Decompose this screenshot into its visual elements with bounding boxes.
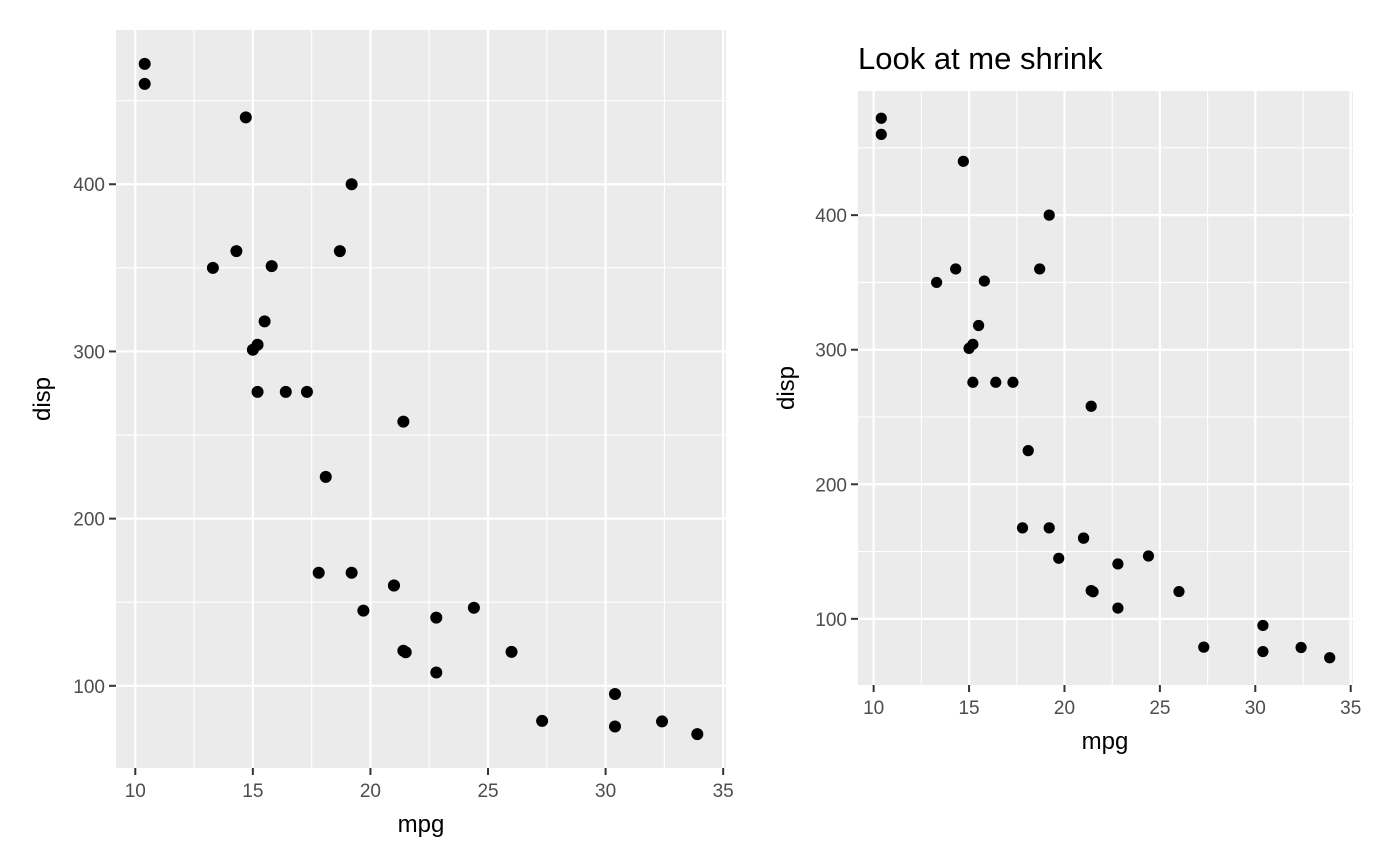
data-point: [279, 385, 292, 398]
x-axis-title: mpg: [398, 811, 445, 838]
data-point: [967, 376, 979, 388]
data-point: [656, 715, 669, 728]
data-point: [978, 275, 990, 287]
data-point: [1173, 585, 1185, 598]
data-point: [300, 385, 313, 398]
data-point: [875, 128, 887, 140]
data-point: [1324, 652, 1336, 664]
data-point: [950, 263, 962, 275]
x-tick-label: 30: [595, 781, 616, 802]
data-point: [387, 579, 400, 592]
data-point: [1085, 584, 1097, 597]
x-tick-label: 10: [125, 781, 146, 802]
data-point: [1198, 641, 1210, 653]
data-point: [1007, 376, 1019, 388]
data-point: [397, 415, 410, 428]
data-point: [246, 343, 259, 356]
scatter-plot-left: 10 15 20 25 30 35 100 200 300 400 mpg disp: [29, 30, 734, 838]
data-point: [357, 604, 370, 617]
x-tick-label: 20: [360, 781, 381, 802]
axes: 10 15 20 25 30 35 100 200 300 400: [815, 206, 1361, 719]
data-point: [1142, 550, 1155, 562]
data-point: [430, 666, 443, 679]
data-point: [1295, 641, 1307, 654]
data-point: [1112, 602, 1124, 614]
y-tick-label: 100: [73, 677, 105, 698]
data-point: [138, 57, 151, 70]
data-point: [206, 261, 219, 274]
data-point: [1022, 445, 1034, 457]
data-point: [1034, 263, 1046, 275]
data-point: [1016, 522, 1029, 534]
y-tick-label: 100: [815, 610, 847, 631]
x-tick-label: 10: [863, 698, 884, 719]
x-tick-label: 25: [1149, 698, 1170, 719]
data-point: [931, 276, 943, 289]
data-point: [1077, 532, 1090, 544]
data-point: [536, 714, 549, 727]
data-point: [973, 319, 985, 332]
data-point: [1043, 522, 1055, 534]
data-point: [609, 688, 622, 701]
data-point: [1112, 558, 1124, 570]
y-tick-label: 300: [73, 342, 105, 363]
y-tick-label: 200: [73, 510, 105, 531]
scatter-plot-right: Look at me shrink 10 15 20 25 30 35 100 200 300 4…: [773, 41, 1361, 755]
data-point: [875, 112, 887, 124]
data-point: [963, 342, 975, 354]
plot-title: Look at me shrink: [858, 41, 1103, 76]
x-tick-label: 30: [1245, 698, 1266, 719]
x-tick-label: 20: [1054, 698, 1075, 719]
data-point: [1053, 552, 1065, 564]
data-point: [265, 260, 278, 273]
data-point: [1257, 645, 1269, 658]
data-points: [138, 57, 704, 741]
y-tick-label: 200: [815, 475, 847, 496]
data-point: [990, 376, 1002, 388]
data-point: [397, 644, 410, 657]
data-point: [251, 385, 264, 398]
data-point: [138, 77, 151, 90]
x-tick-label: 15: [958, 698, 979, 719]
data-point: [957, 155, 969, 167]
grid-lines: [858, 91, 1353, 685]
data-point: [345, 178, 358, 191]
data-point: [345, 566, 358, 579]
y-tick-label: 400: [815, 206, 847, 227]
plot-panel: [116, 30, 726, 768]
data-point: [505, 645, 518, 658]
y-axis-title: disp: [29, 377, 56, 421]
y-tick-label: 300: [815, 341, 847, 362]
data-point: [1043, 209, 1055, 221]
y-tick-label: 400: [73, 175, 105, 196]
data-point: [430, 611, 443, 624]
grid-lines: [116, 30, 726, 768]
data-points: [875, 112, 1336, 664]
data-point: [1085, 400, 1097, 412]
y-axis-title: disp: [773, 366, 800, 410]
x-tick-label: 15: [242, 781, 263, 802]
x-axis-title: mpg: [1082, 728, 1129, 755]
data-point: [239, 111, 252, 124]
axes: 10 15 20 25 30 35 100 200 300 400: [73, 175, 733, 802]
plot-panel: [858, 91, 1353, 685]
data-point: [230, 245, 243, 258]
data-point: [467, 601, 480, 614]
x-tick-label: 35: [1340, 698, 1361, 719]
data-point: [1257, 619, 1269, 632]
data-point: [319, 470, 332, 483]
x-tick-label: 25: [477, 781, 498, 802]
data-point: [258, 315, 271, 328]
x-tick-label: 35: [713, 781, 734, 802]
data-point: [333, 245, 346, 258]
data-point: [312, 566, 325, 579]
data-point: [609, 720, 622, 733]
data-point: [691, 728, 704, 741]
